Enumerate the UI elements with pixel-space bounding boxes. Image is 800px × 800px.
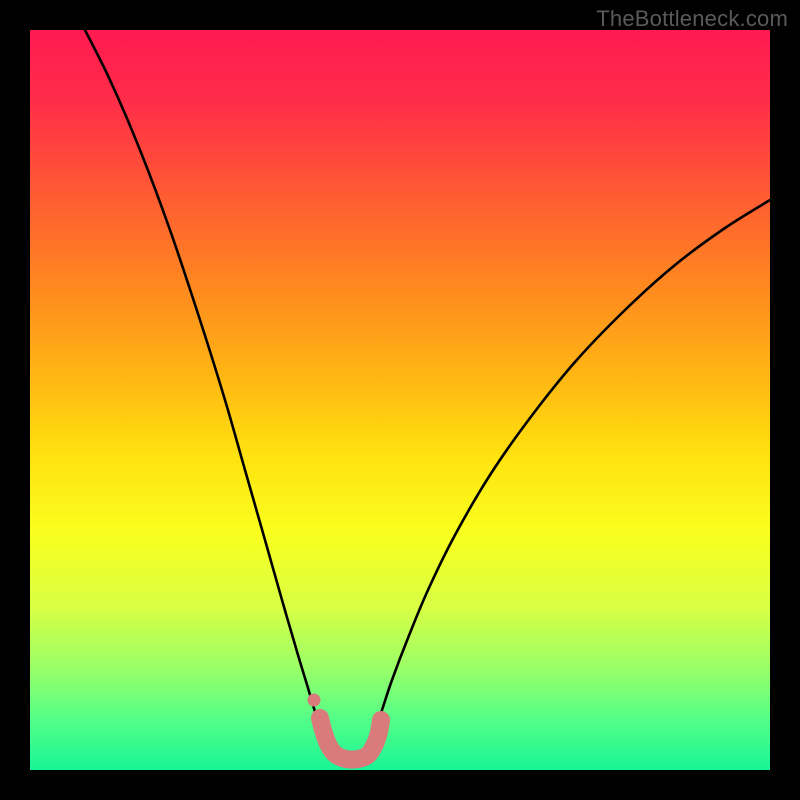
bottleneck-chart bbox=[30, 30, 770, 770]
trough-left-dot bbox=[308, 694, 321, 707]
chart-svg bbox=[30, 30, 770, 770]
watermark-text: TheBottleneck.com bbox=[596, 6, 788, 32]
